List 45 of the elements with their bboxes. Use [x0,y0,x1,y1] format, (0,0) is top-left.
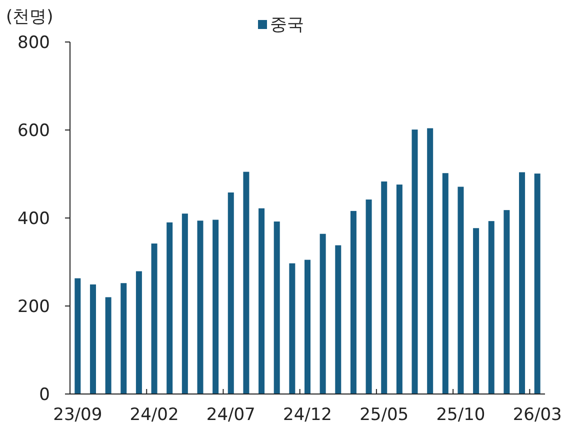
x-tick-label: 24/12 [283,405,332,425]
bar [396,184,402,394]
bar [366,200,372,394]
y-tick-label: 200 [18,297,50,317]
bar [120,283,127,394]
bar [304,260,310,394]
bar [197,220,204,394]
x-tick-label: 26/03 [512,405,562,425]
y-tick-label: 400 [18,209,50,229]
bar [289,263,296,394]
bar [381,181,388,394]
bar [335,245,342,394]
x-tick-label: 24/07 [206,405,256,425]
bar [350,210,356,394]
bar [243,172,250,394]
y-tick-label: 800 [18,33,50,53]
bar [105,297,112,394]
y-tick-label: 0 [39,385,50,405]
bar [488,221,494,394]
bar [458,186,464,394]
bar [442,173,448,394]
bar [274,222,280,394]
y-tick-label: 600 [18,121,50,141]
x-tick-label: 23/09 [53,405,102,425]
bar [166,222,173,394]
bar [519,172,526,394]
bar [412,130,418,394]
bar [427,128,434,394]
legend-label: 중국 [270,15,304,35]
bar [151,244,158,394]
bar [504,210,510,394]
bar [136,271,142,394]
x-tick-label: 24/02 [130,405,179,425]
bar [320,234,326,394]
bar [90,284,96,394]
x-tick-label: 25/10 [436,405,486,425]
bar [473,228,480,394]
bar [534,174,540,394]
bar [258,208,265,394]
bar [182,214,188,394]
bar [212,220,219,394]
bar [228,192,234,394]
y-axis-title: (천명) [6,7,54,27]
x-tick-label: 25/05 [360,405,409,425]
bar [74,278,81,394]
